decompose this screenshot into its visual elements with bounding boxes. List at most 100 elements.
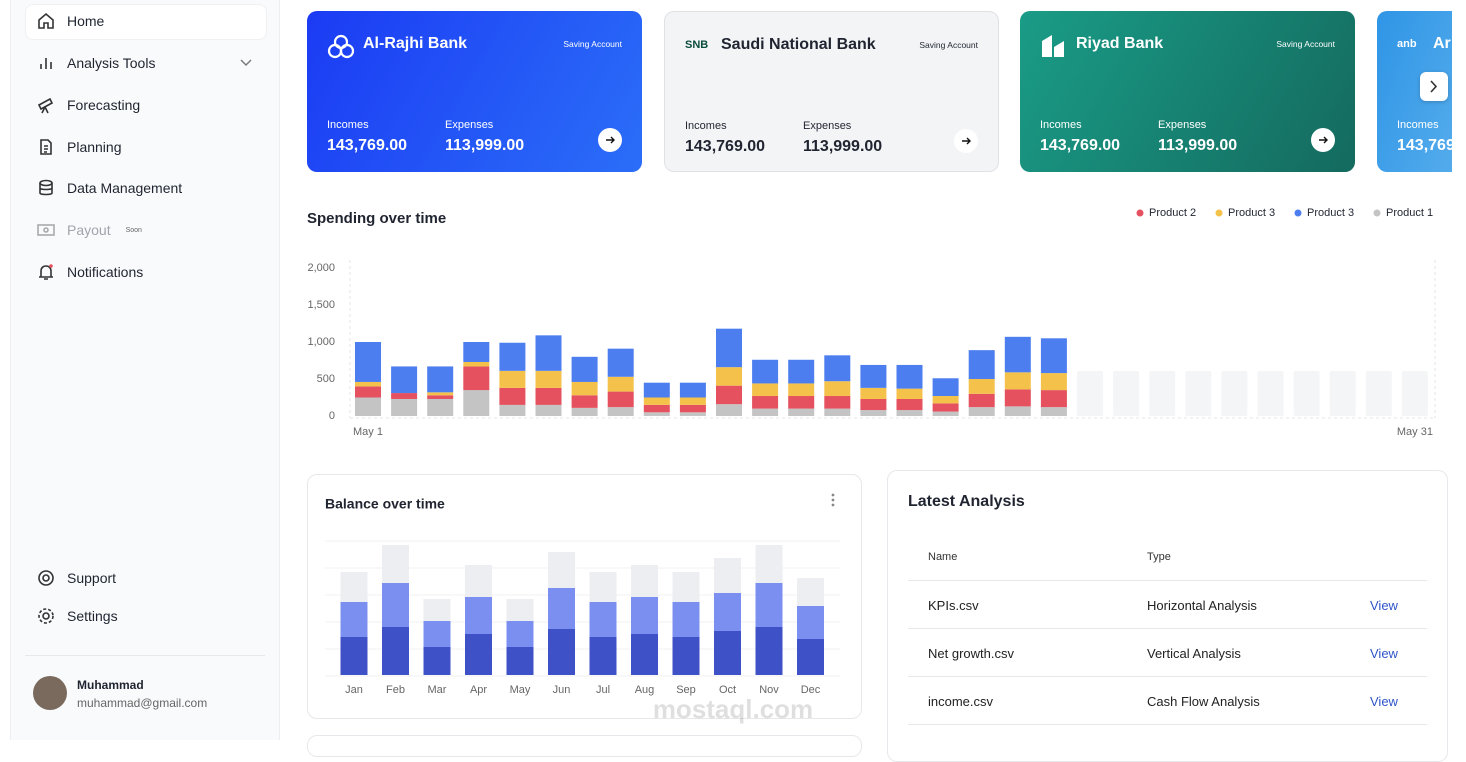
bar-segment xyxy=(382,627,409,675)
menu-item[interactable]: Settings xyxy=(36,605,118,627)
bar-segment xyxy=(1040,390,1067,408)
bar-segment xyxy=(932,396,959,404)
bar-segment xyxy=(506,621,534,647)
bar-segment xyxy=(860,364,887,388)
dashboard: Home Analysis Tools Forecasting Planning… xyxy=(10,0,1452,762)
card-arrow[interactable] xyxy=(1311,128,1335,152)
bar-segment xyxy=(427,366,454,393)
bar-segment xyxy=(535,387,562,405)
legend-label: Product 3 xyxy=(1307,207,1354,219)
bar-segment xyxy=(535,404,562,416)
user-email: muhammad@gmail.com xyxy=(77,696,208,710)
legend-swatch xyxy=(1294,209,1302,217)
menu-item[interactable]: Support xyxy=(36,567,116,589)
bar-segment xyxy=(932,378,959,397)
y-tick-label: 1,000 xyxy=(307,336,335,348)
bar-segment xyxy=(382,545,409,583)
cell: Net growth.csv xyxy=(928,646,1014,661)
bar-segment xyxy=(788,359,815,384)
cell: income.csv xyxy=(928,694,994,709)
menu-item[interactable]: Data Management xyxy=(36,177,182,199)
incomes-value: 143,769.00 xyxy=(327,137,408,154)
expenses-value: 113,999.00 xyxy=(445,137,525,154)
chart-title: Balance over time xyxy=(325,496,445,512)
bar-segment xyxy=(896,364,923,389)
bar-segment xyxy=(968,379,995,394)
bar-segment xyxy=(824,355,851,382)
chevron-down[interactable] xyxy=(240,57,252,67)
user-name: Muhammad xyxy=(77,678,144,692)
view-link[interactable]: View xyxy=(1370,646,1398,661)
menu-item: Payout Soon xyxy=(36,219,142,241)
x-tick-label: Apr xyxy=(470,684,487,696)
y-tick-label: 0 xyxy=(329,410,335,422)
bar-segment xyxy=(672,602,700,637)
bar-segment xyxy=(382,583,409,627)
view-link[interactable]: View xyxy=(1370,694,1398,709)
bar-segment xyxy=(860,387,887,399)
incomes-label: Incomes xyxy=(1397,119,1439,131)
card-arrow[interactable] xyxy=(954,129,978,153)
bar-segment xyxy=(571,356,598,382)
bar-placeholder xyxy=(1113,371,1140,416)
bar-segment xyxy=(506,599,534,621)
cell: KPIs.csv xyxy=(928,598,979,613)
menu-item[interactable]: Home xyxy=(36,10,104,32)
row-line xyxy=(908,724,1427,725)
x-tick-label: May xyxy=(510,684,531,696)
balance-grid xyxy=(325,540,840,677)
bank-logo xyxy=(1040,33,1066,64)
bar-segment xyxy=(1004,372,1031,390)
bar-segment xyxy=(423,647,451,675)
bar-segment xyxy=(896,398,923,411)
bar-segment xyxy=(755,583,783,627)
bar-placeholder xyxy=(1257,371,1284,416)
bar-segment xyxy=(788,396,815,409)
bar-segment xyxy=(499,370,526,388)
bar-segment xyxy=(465,634,492,675)
bar-placeholder xyxy=(1077,371,1103,416)
bar-segment xyxy=(672,637,700,675)
bar-segment xyxy=(607,407,634,416)
next-button[interactable] xyxy=(1420,72,1448,101)
bar-placeholder xyxy=(1329,371,1356,416)
menu-item[interactable]: Planning xyxy=(36,136,122,158)
bar-segment xyxy=(968,393,995,408)
bar-segment xyxy=(589,602,617,637)
bar-segment xyxy=(463,361,490,367)
incomes-label: Incomes xyxy=(1040,119,1082,131)
bar-placeholder xyxy=(1293,371,1320,416)
bar-segment xyxy=(755,627,783,675)
incomes-value: 143,769.00 xyxy=(1397,137,1452,154)
view-link[interactable]: View xyxy=(1370,598,1398,613)
bar-segment xyxy=(672,572,700,602)
menu-item[interactable]: Forecasting xyxy=(36,94,140,116)
bar-placeholder xyxy=(1221,371,1248,416)
x-tick-label: Feb xyxy=(386,684,405,696)
menu-item[interactable]: Analysis Tools xyxy=(36,52,155,74)
card-arrow[interactable] xyxy=(598,128,622,152)
expenses-value: 113,999.00 xyxy=(1158,137,1238,154)
x-tick-label: Jul xyxy=(596,684,610,696)
bar-placeholder xyxy=(1401,371,1428,416)
menu-item[interactable]: Notifications xyxy=(36,261,143,283)
bank-name: Saudi National Bank xyxy=(721,36,876,53)
bar-segment xyxy=(752,396,779,409)
bar-segment xyxy=(571,395,598,408)
x-tick-label: May 1 xyxy=(353,426,383,438)
bar-segment xyxy=(427,392,454,396)
bank-card: Al-Rajhi Bank Saving Account Incomes 143,76… xyxy=(307,11,642,172)
bar-segment xyxy=(968,350,995,379)
menu-label: Forecasting xyxy=(67,97,141,113)
legend-label: Product 2 xyxy=(1149,207,1196,219)
bar-segment xyxy=(427,398,454,416)
account-type: Saving Account xyxy=(919,40,978,50)
bar-segment xyxy=(824,381,851,397)
bar-segment xyxy=(755,545,783,583)
more-menu[interactable] xyxy=(831,493,835,507)
bar-segment xyxy=(548,552,575,588)
bar-segment xyxy=(932,411,959,416)
y-tick-label: 1,500 xyxy=(307,299,335,311)
badge: Soon xyxy=(125,226,142,234)
bar-segment xyxy=(631,565,658,597)
